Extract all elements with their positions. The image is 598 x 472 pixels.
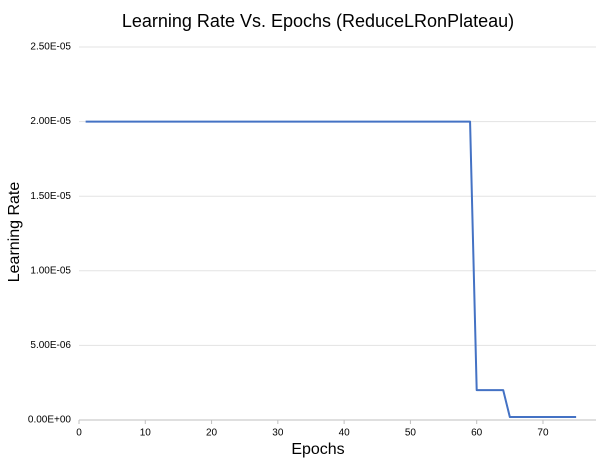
data-line <box>85 120 577 419</box>
y-tick-label: 5.00E-06 <box>30 340 71 351</box>
x-tick-label: 60 <box>471 428 483 439</box>
y-tick-label: 2.50E-05 <box>30 42 71 53</box>
x-tick-label: 20 <box>206 428 218 439</box>
chart-title: Learning Rate Vs. Epochs (ReduceLRonPlat… <box>122 11 514 31</box>
x-axis-label: Epochs <box>291 441 344 458</box>
x-tick-label: 10 <box>140 428 152 439</box>
x-tick-label: 0 <box>76 428 82 439</box>
y-tick-label: 1.00E-05 <box>30 265 71 276</box>
y-tick-label: 2.00E-05 <box>30 116 71 127</box>
x-tick-label: 30 <box>272 428 284 439</box>
y-tick-label: 1.50E-05 <box>30 191 71 202</box>
y-tick-label: 0.00E+00 <box>28 415 72 426</box>
x-tick-label: 50 <box>405 428 417 439</box>
x-tick-label: 40 <box>339 428 351 439</box>
x-tick-label: 70 <box>537 428 549 439</box>
y-axis-label: Learning Rate <box>6 182 23 283</box>
